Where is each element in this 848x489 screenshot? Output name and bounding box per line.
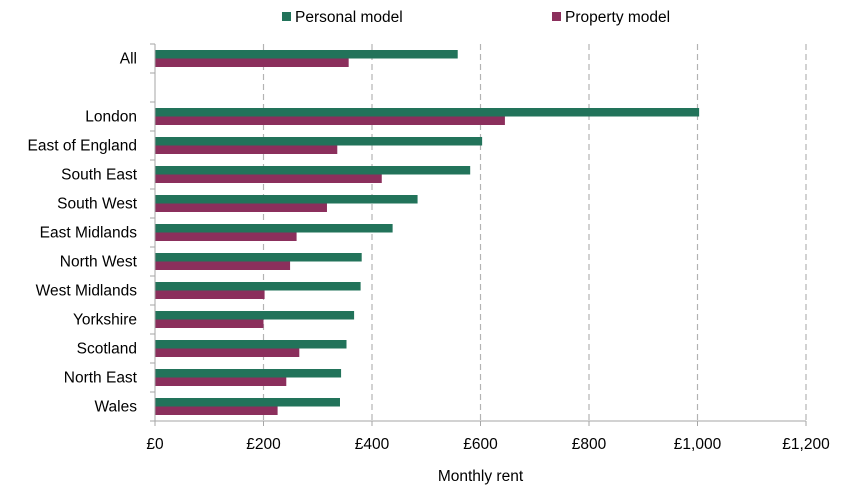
category-labels: All London East of England South East South …: [28, 51, 138, 416]
personal-model-bar: [155, 282, 361, 291]
x-tick-label: £1,200: [782, 436, 830, 453]
x-tick-label: £800: [572, 436, 607, 453]
gridlines: [262, 44, 807, 421]
x-tick-label: £600: [463, 436, 498, 453]
property-model-bar: [155, 348, 300, 357]
legend: Personal model Property model: [282, 9, 670, 26]
property-model-bar: [155, 145, 338, 154]
category-label: South West: [57, 196, 138, 213]
property-model-bar: [155, 406, 278, 415]
legend-label-property-model: Property model: [565, 9, 670, 26]
x-tick-label: £200: [246, 436, 281, 453]
category-label: East of England: [28, 138, 137, 155]
personal-model-bar: [155, 195, 418, 204]
x-tick-label: £1,000: [674, 436, 722, 453]
legend-label-personal-model: Personal model: [295, 9, 403, 26]
personal-model-bar: [155, 137, 483, 146]
category-label: North West: [60, 254, 138, 271]
category-label: All: [120, 51, 137, 68]
bars: [155, 50, 700, 415]
category-label: Wales: [95, 399, 138, 416]
property-model-bar: [155, 232, 297, 241]
property-model-bar: [155, 174, 382, 183]
property-model-bar: [155, 58, 349, 67]
x-tick-label: £400: [355, 436, 390, 453]
personal-model-bar: [155, 253, 362, 262]
legend-swatch-personal-model: [282, 12, 291, 21]
property-model-bar: [155, 261, 291, 270]
category-label: North East: [64, 370, 138, 387]
legend-swatch-property-model: [552, 12, 561, 21]
personal-model-bar: [155, 311, 355, 320]
category-label: Yorkshire: [73, 312, 137, 329]
property-model-bar: [155, 319, 264, 328]
personal-model-bar: [155, 50, 458, 59]
x-tick-label: £0: [146, 436, 164, 453]
category-label: East Midlands: [40, 225, 138, 242]
personal-model-bar: [155, 108, 700, 117]
category-label: Scotland: [77, 341, 137, 358]
axes: [150, 43, 807, 426]
category-label: London: [85, 109, 137, 126]
personal-model-bar: [155, 224, 393, 233]
property-model-bar: [155, 377, 287, 386]
category-label: South East: [61, 167, 138, 184]
personal-model-bar: [155, 369, 342, 378]
personal-model-bar: [155, 398, 340, 407]
property-model-bar: [155, 290, 265, 299]
personal-model-bar: [155, 166, 471, 175]
property-model-bar: [155, 203, 327, 212]
x-axis-title: Monthly rent: [438, 468, 524, 485]
category-label: West Midlands: [36, 283, 138, 300]
personal-model-bar: [155, 340, 347, 349]
property-model-bar: [155, 116, 505, 125]
tick-labels: £0 £200 £400 £600 £800 £1,000 £1,200: [146, 436, 830, 453]
